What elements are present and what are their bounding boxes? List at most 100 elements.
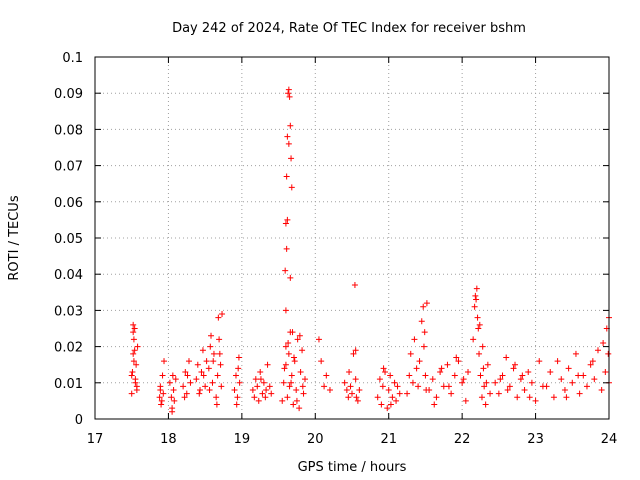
data-point <box>297 368 304 375</box>
data-point <box>302 376 309 383</box>
data-point <box>210 350 217 357</box>
data-point <box>444 361 451 368</box>
data-point <box>209 379 216 386</box>
data-point <box>547 368 554 375</box>
data-point <box>262 394 269 401</box>
data-point <box>128 372 135 379</box>
data-point <box>157 387 164 394</box>
data-point <box>356 387 363 394</box>
data-point <box>576 390 583 397</box>
data-point <box>519 372 526 379</box>
data-point <box>422 372 429 379</box>
data-point <box>260 379 267 386</box>
y-tick-label: 0.1 <box>62 51 83 66</box>
x-tick-label: 22 <box>454 432 471 447</box>
data-point <box>281 365 288 372</box>
data-point <box>315 336 322 343</box>
data-point <box>288 379 295 386</box>
data-point <box>512 361 519 368</box>
data-point <box>583 383 590 390</box>
data-point <box>484 361 491 368</box>
data-point <box>285 350 292 357</box>
data-point <box>387 372 394 379</box>
data-point <box>285 90 292 97</box>
data-point <box>575 372 582 379</box>
data-point <box>287 122 294 129</box>
x-axis-label: GPS time / hours <box>298 460 407 475</box>
data-point <box>291 358 298 365</box>
data-point <box>382 368 389 375</box>
data-point <box>483 379 490 386</box>
data-point <box>200 372 207 379</box>
data-point <box>194 361 201 368</box>
data-point <box>205 365 212 372</box>
data-point <box>193 376 200 383</box>
data-point <box>497 376 504 383</box>
y-tick-label: 0.04 <box>54 268 83 283</box>
data-point <box>158 397 165 404</box>
data-point <box>528 379 535 386</box>
data-point <box>213 394 220 401</box>
data-point <box>421 329 428 336</box>
data-point <box>472 292 479 299</box>
data-point <box>288 184 295 191</box>
chart-title: Day 242 of 2024, Rate Of TEC Index for r… <box>172 21 526 36</box>
data-point <box>289 329 296 336</box>
data-point <box>254 383 261 390</box>
data-point <box>233 401 240 408</box>
data-point <box>128 390 135 397</box>
data-point <box>415 383 422 390</box>
data-point <box>160 390 167 397</box>
data-point <box>285 86 292 93</box>
data-point <box>525 368 532 375</box>
data-point <box>517 376 524 383</box>
data-point <box>561 387 568 394</box>
data-point <box>252 376 259 383</box>
data-point <box>231 387 238 394</box>
data-point <box>445 383 452 390</box>
data-point <box>199 347 206 354</box>
data-point <box>286 383 293 390</box>
data-point <box>213 401 220 408</box>
data-point <box>287 274 294 281</box>
data-point <box>293 397 300 404</box>
data-point <box>249 387 256 394</box>
data-point <box>572 350 579 357</box>
data-point <box>130 329 137 336</box>
data-point <box>526 394 533 401</box>
data-point <box>296 405 303 412</box>
data-point <box>396 390 403 397</box>
data-point <box>257 376 264 383</box>
data-point <box>284 133 291 140</box>
y-tick-label: 0.03 <box>54 304 83 319</box>
data-point <box>180 383 187 390</box>
data-point <box>299 347 306 354</box>
data-point <box>587 361 594 368</box>
grid-lines <box>95 57 609 419</box>
data-point <box>131 325 138 332</box>
data-point <box>282 220 289 227</box>
data-point <box>380 365 387 372</box>
data-point <box>290 354 297 361</box>
data-point <box>347 383 354 390</box>
data-point <box>480 365 487 372</box>
data-point <box>495 390 502 397</box>
data-point <box>346 368 353 375</box>
y-tick-label: 0.09 <box>54 87 83 102</box>
data-point <box>131 347 138 354</box>
data-point <box>378 401 385 408</box>
data-point <box>394 383 401 390</box>
data-point <box>594 347 601 354</box>
data-point <box>214 372 221 379</box>
data-point <box>202 383 209 390</box>
data-point <box>159 372 166 379</box>
data-point <box>352 347 359 354</box>
data-point <box>393 397 400 404</box>
data-point <box>130 321 137 328</box>
data-point <box>352 376 359 383</box>
data-point <box>478 394 485 401</box>
x-tick-label: 21 <box>380 432 397 447</box>
data-point <box>460 376 467 383</box>
y-tick-label: 0.01 <box>54 377 83 392</box>
data-point <box>284 216 291 223</box>
